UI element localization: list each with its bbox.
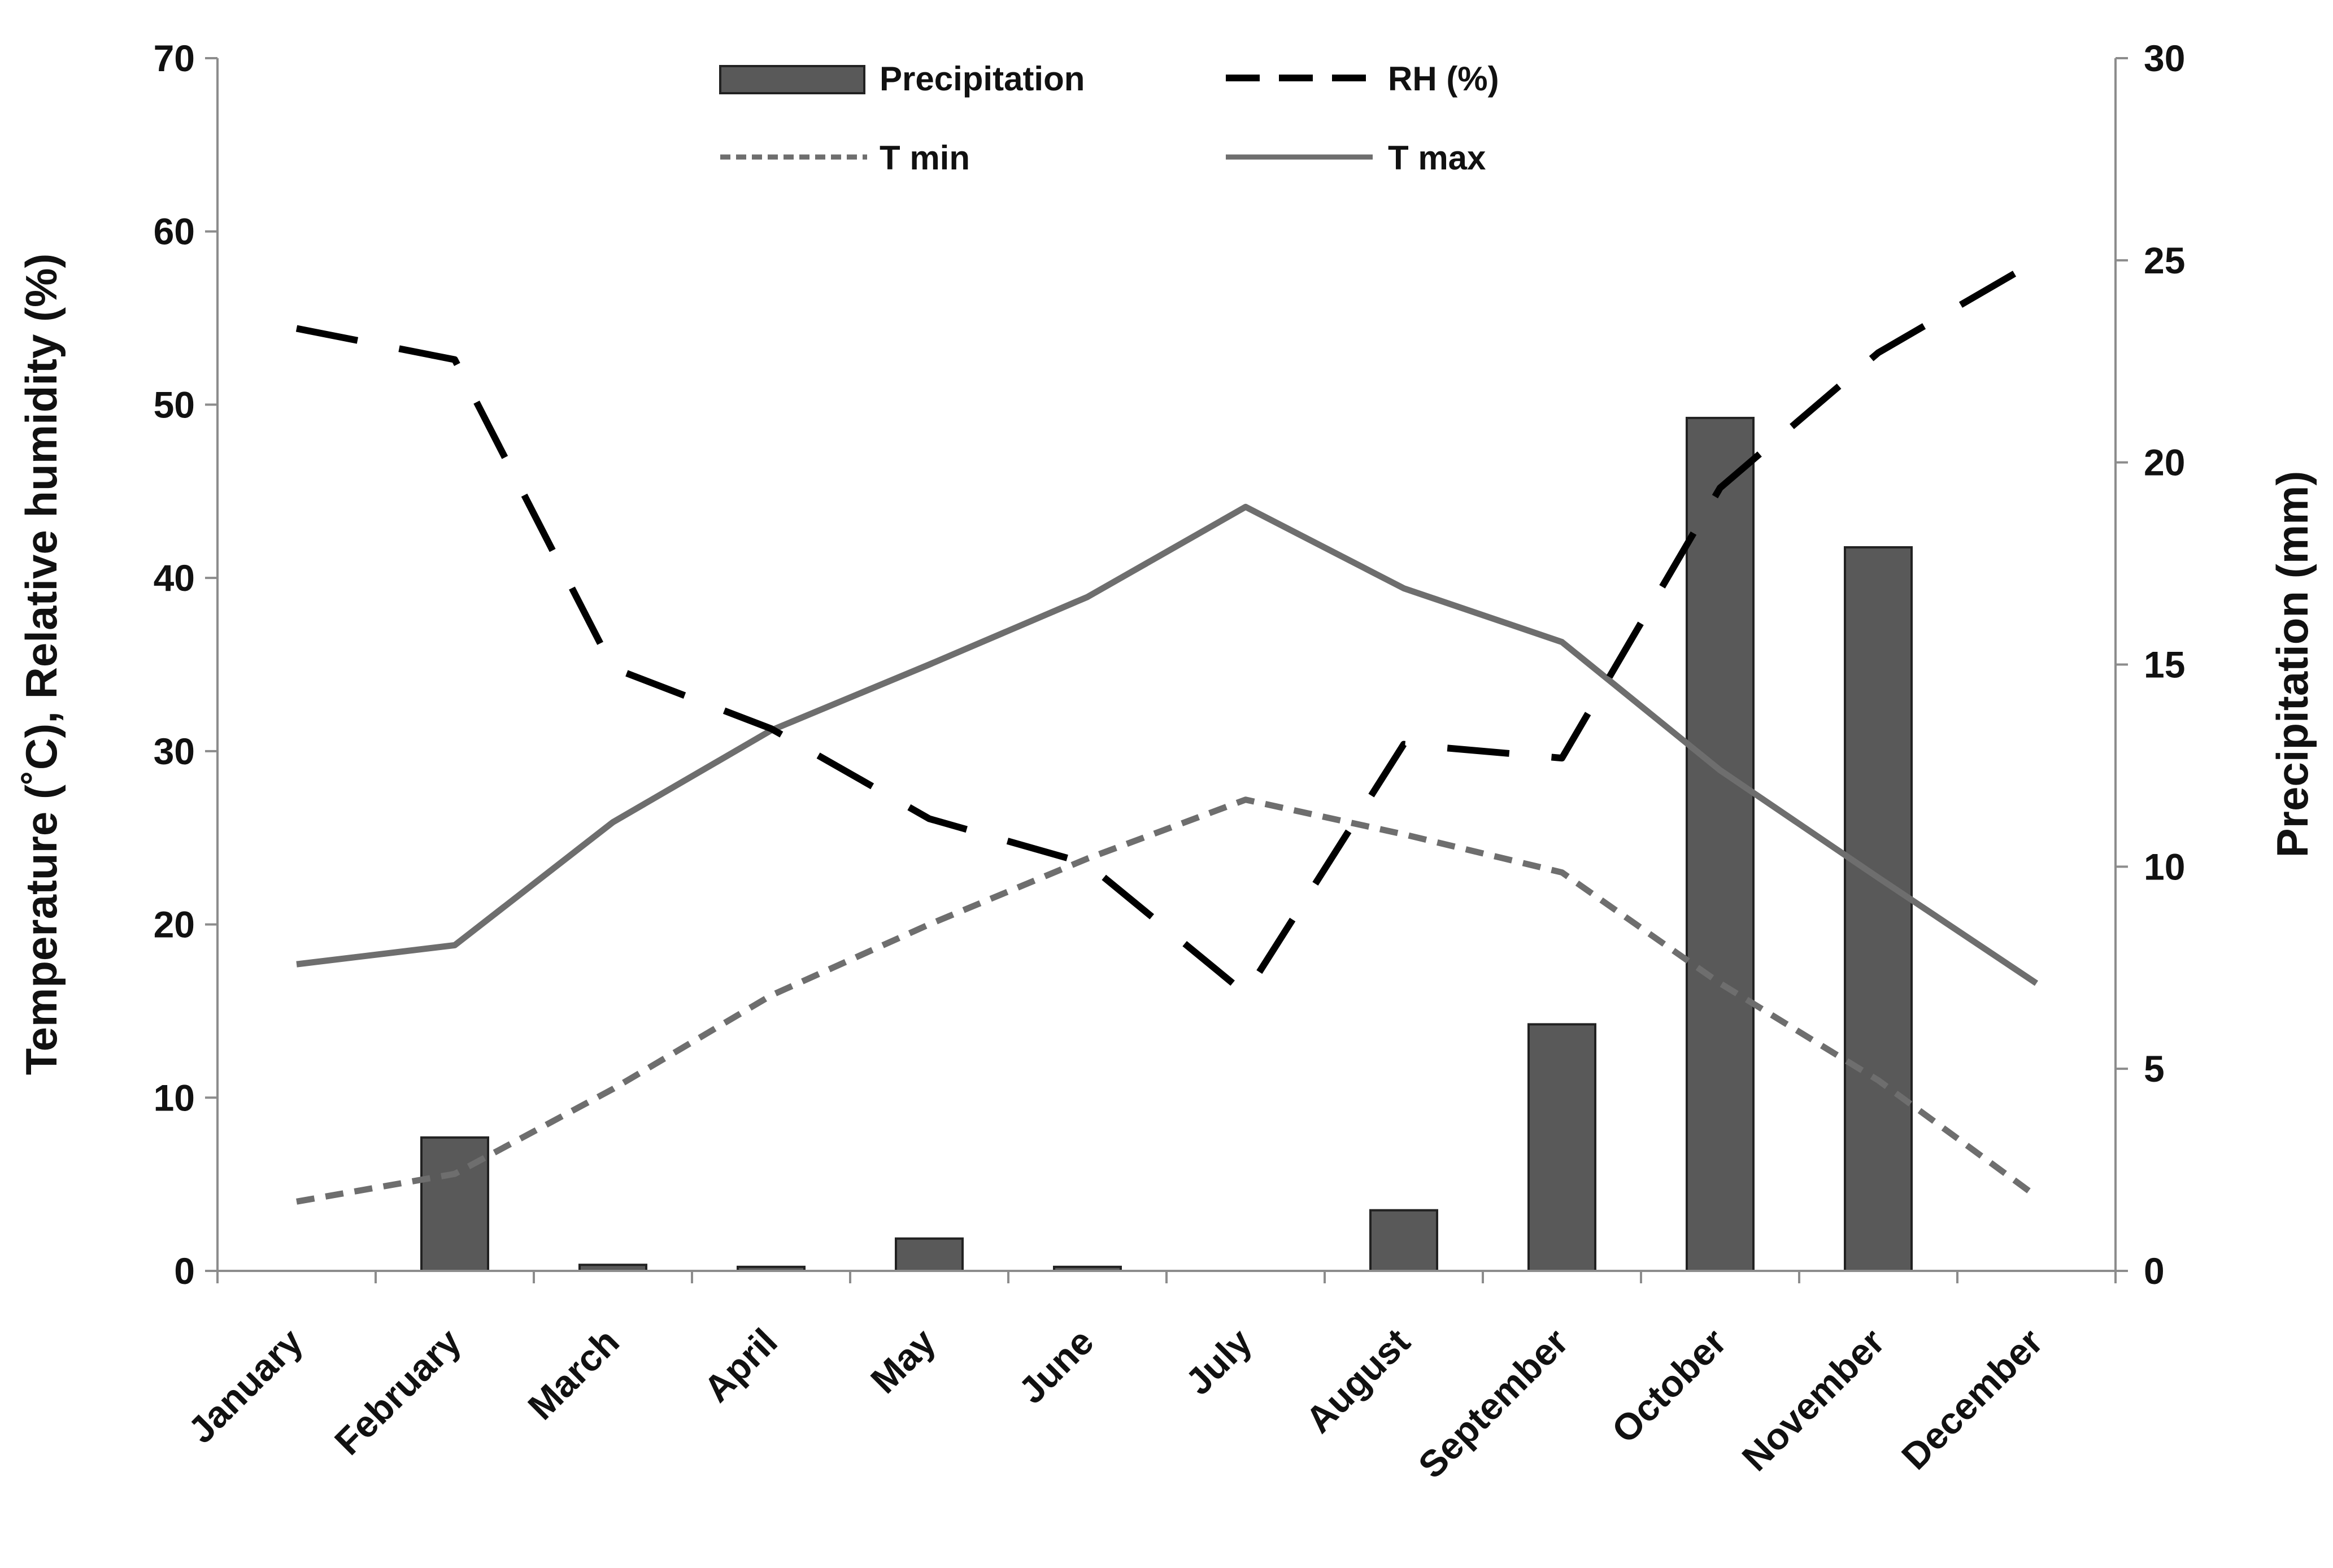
left-tick-label: 0 <box>174 1250 195 1292</box>
precipitation-bars <box>420 416 1913 1273</box>
legend-label-tmax: T max <box>1388 139 1486 177</box>
x-tick-label: February <box>327 1320 469 1462</box>
tmax-line <box>296 503 2039 986</box>
x-tick-label: September <box>1410 1321 1576 1487</box>
legend-swatch-precipitation <box>719 65 865 94</box>
right-tick-label: 5 <box>2144 1048 2165 1090</box>
precipitation-bar <box>1527 1023 1596 1273</box>
x-tick-label: July <box>1177 1320 1260 1403</box>
right-tick-label: 20 <box>2144 442 2185 484</box>
right-tick-label: 15 <box>2144 644 2185 686</box>
left-tick-label: 60 <box>154 211 195 252</box>
legend: Precipitation RH (%) T min T max <box>719 60 1499 177</box>
x-tick-label: May <box>863 1320 943 1401</box>
left-tick-label: 50 <box>154 384 195 425</box>
left-tick-label: 30 <box>154 730 195 772</box>
left-tick-label: 40 <box>154 557 195 599</box>
precipitation-bar <box>1686 416 1755 1272</box>
legend-label-tmin: T min <box>880 139 970 177</box>
axis-ticks <box>205 57 2128 1283</box>
right-tick-label: 25 <box>2144 239 2185 281</box>
x-tick-label: June <box>1011 1321 1102 1412</box>
axes <box>216 58 2117 1272</box>
left-tick-label: 70 <box>154 37 195 79</box>
precipitation-bar <box>420 1136 489 1272</box>
x-tick-label: August <box>1298 1321 1418 1441</box>
legend-label-rh: RH (%) <box>1388 60 1499 98</box>
right-axis-title: Precipitation (mm) <box>2267 471 2317 858</box>
right-tick-label: 10 <box>2144 846 2185 887</box>
precipitation-bar <box>895 1237 964 1272</box>
precipitation-bar <box>1844 546 1913 1272</box>
x-tick-label: April <box>695 1321 785 1410</box>
x-tick-label: December <box>1894 1321 2051 1478</box>
x-tick-label: October <box>1604 1321 1734 1451</box>
precipitation-bar <box>1369 1209 1438 1272</box>
left-tick-label: 10 <box>154 1077 195 1118</box>
legend-label-precipitation: Precipitation <box>880 60 1085 98</box>
x-tick-label: March <box>520 1321 627 1428</box>
x-tick-label: November <box>1734 1321 1892 1479</box>
left-axis-title: Temperature (˚C), Relative humidity (%) <box>16 254 66 1075</box>
rh-line <box>295 258 2039 998</box>
series-lines <box>295 258 2039 1205</box>
left-tick-label: 20 <box>154 904 195 946</box>
right-tick-label: 30 <box>2144 37 2185 79</box>
x-tick-label: January <box>180 1320 311 1451</box>
tmin-line <box>296 796 2039 1205</box>
right-tick-label: 0 <box>2144 1250 2165 1292</box>
